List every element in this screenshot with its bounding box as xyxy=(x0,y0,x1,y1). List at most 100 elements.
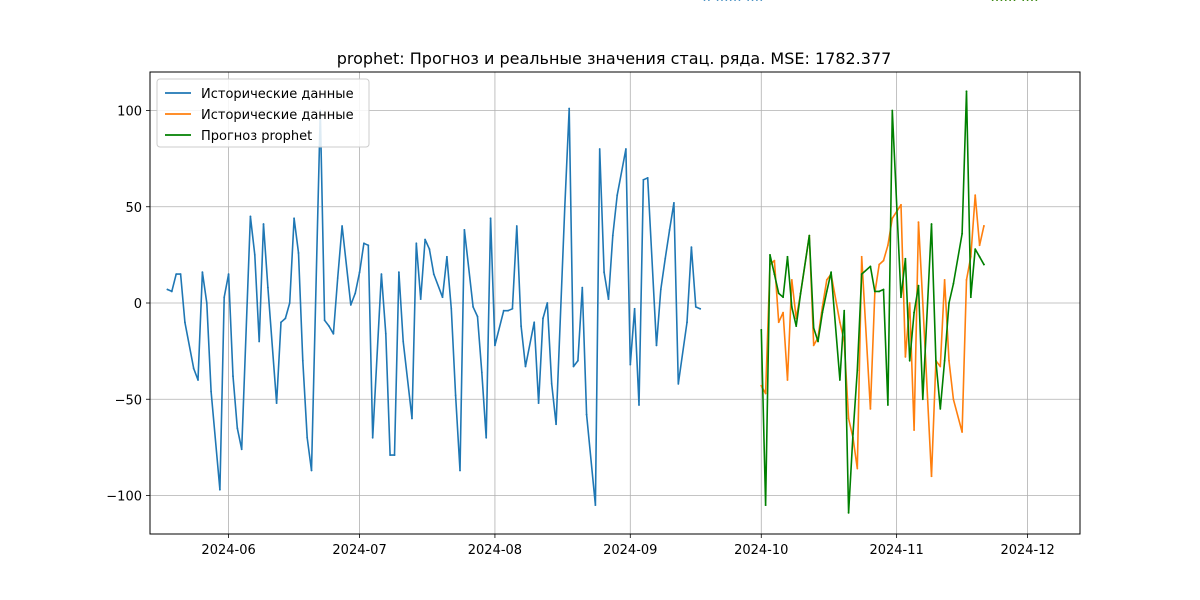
data-point xyxy=(306,436,309,439)
data-point xyxy=(961,232,964,235)
data-point xyxy=(502,309,505,312)
data-point xyxy=(869,407,872,410)
data-point xyxy=(891,217,894,220)
data-point xyxy=(1000,0,1003,1)
data-point xyxy=(341,225,344,227)
data-point xyxy=(952,282,955,285)
data-point xyxy=(1004,0,1007,1)
data-point xyxy=(223,296,226,299)
data-point xyxy=(218,488,221,491)
data-point xyxy=(777,292,780,295)
data-point xyxy=(786,379,789,381)
y-tick-label: −50 xyxy=(115,393,142,408)
data-point xyxy=(236,427,239,430)
data-point xyxy=(921,398,924,401)
data-point xyxy=(847,417,850,420)
data-point xyxy=(917,284,920,287)
data-point xyxy=(328,325,330,327)
data-point xyxy=(795,325,798,327)
data-point xyxy=(825,290,828,293)
data-point xyxy=(935,359,937,362)
data-point xyxy=(782,311,784,314)
data-point xyxy=(1031,0,1033,1)
data-point xyxy=(192,367,195,370)
data-point xyxy=(205,302,208,304)
data-point xyxy=(694,305,697,308)
data-point xyxy=(790,305,793,308)
data-point xyxy=(812,344,815,347)
data-point xyxy=(594,504,597,507)
data-point xyxy=(777,321,780,324)
data-point xyxy=(655,344,658,347)
data-point xyxy=(978,255,981,258)
data-point xyxy=(349,304,352,306)
data-point xyxy=(721,0,723,1)
data-point xyxy=(546,302,549,304)
data-point xyxy=(197,379,199,381)
data-point xyxy=(524,365,527,368)
data-point xyxy=(961,431,964,433)
data-point xyxy=(494,344,496,347)
data-point xyxy=(983,225,985,227)
data-point xyxy=(664,257,667,260)
data-point xyxy=(170,290,173,293)
data-point xyxy=(598,148,601,150)
data-point xyxy=(280,321,282,324)
data-point xyxy=(411,417,413,420)
series-points-3 xyxy=(760,0,1038,514)
data-point xyxy=(974,248,977,251)
data-point xyxy=(424,238,426,241)
data-point xyxy=(948,302,950,304)
data-point xyxy=(838,321,841,324)
y-tick-label: 100 xyxy=(117,105,142,120)
data-point xyxy=(184,321,186,324)
data-point xyxy=(266,286,269,289)
data-point xyxy=(882,259,885,262)
data-point xyxy=(699,307,702,310)
data-point xyxy=(668,228,671,231)
data-point xyxy=(638,404,640,406)
data-point xyxy=(485,436,488,439)
data-point xyxy=(572,365,575,368)
data-point xyxy=(563,205,566,208)
data-point xyxy=(817,340,819,343)
y-tick-label: 0 xyxy=(134,297,142,312)
data-point xyxy=(825,279,828,281)
data-point xyxy=(446,255,448,258)
data-point xyxy=(738,0,741,1)
data-point xyxy=(843,309,846,312)
data-point xyxy=(633,307,636,310)
data-point xyxy=(686,321,688,324)
data-point xyxy=(856,369,859,372)
data-point xyxy=(511,307,514,310)
data-point xyxy=(751,0,754,1)
data-point xyxy=(179,273,182,276)
data-point xyxy=(568,107,571,110)
data-point xyxy=(978,244,981,247)
data-point xyxy=(297,252,300,254)
data-point xyxy=(454,394,457,397)
series-points-1 xyxy=(166,0,763,507)
data-point xyxy=(336,277,339,279)
data-point xyxy=(943,279,946,281)
data-point xyxy=(253,253,256,256)
data-point xyxy=(533,321,536,324)
x-axis: 2024-06 2024-07 2024-08 2024-09 2024-10 2024-… xyxy=(201,534,1055,558)
legend-label-3: Прогноз prophet xyxy=(201,129,312,144)
x-tick-label: 2024-09 xyxy=(603,543,657,558)
data-point xyxy=(210,390,213,393)
data-point xyxy=(913,311,915,314)
data-point xyxy=(472,305,474,308)
data-point xyxy=(301,359,304,362)
data-point xyxy=(716,0,719,1)
data-point xyxy=(830,271,833,274)
data-point xyxy=(773,273,776,276)
y-axis: −100 −50 0 50 100 xyxy=(106,105,150,505)
data-point xyxy=(489,217,492,220)
data-point xyxy=(939,407,942,410)
data-point xyxy=(873,292,876,295)
data-point xyxy=(354,292,357,295)
data-point xyxy=(384,332,387,335)
data-point xyxy=(1013,0,1016,1)
data-point xyxy=(873,290,876,293)
